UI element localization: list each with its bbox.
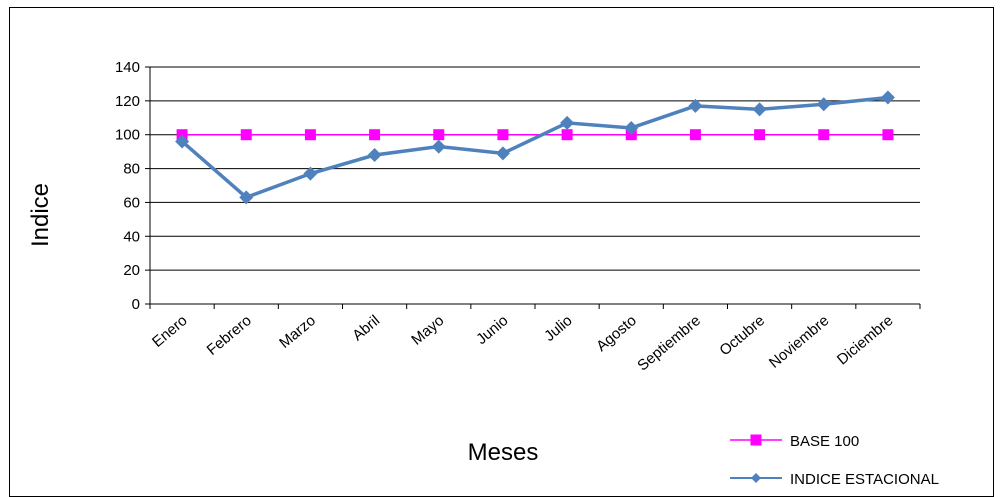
data-point xyxy=(816,97,831,112)
x-tick-label: Octubre xyxy=(716,312,768,359)
x-tick-label: Julio xyxy=(541,312,576,345)
x-tick-label: Marzo xyxy=(276,312,319,352)
data-point xyxy=(431,139,446,154)
data-point xyxy=(880,90,895,105)
data-point xyxy=(433,129,445,141)
legend-label: BASE 100 xyxy=(790,433,859,450)
data-point xyxy=(367,148,382,163)
x-tick-label: Noviembre xyxy=(766,312,832,372)
data-point xyxy=(882,129,894,141)
axes xyxy=(145,66,921,309)
x-tick-label: Febrero xyxy=(204,312,255,359)
data-point xyxy=(689,129,701,141)
legend-marker xyxy=(751,473,761,483)
y-tick-label: 80 xyxy=(123,161,140,178)
x-tick-labels: Enero Febrero Marzo Abril Mayo Junio Julio Agos… xyxy=(149,312,896,374)
legend: BASE 100 INDICE ESTACIONAL xyxy=(730,433,939,488)
data-point xyxy=(497,129,509,141)
legend-item: BASE 100 xyxy=(730,433,859,450)
series-line xyxy=(180,95,889,200)
legend-label: INDICE ESTACIONAL xyxy=(790,471,939,488)
x-tick-label: Agosto xyxy=(593,312,640,355)
y-tick-labels: 0 20 40 60 80 100 120 140 xyxy=(115,59,140,313)
data-point xyxy=(752,102,767,117)
y-tick-label: 40 xyxy=(123,228,140,245)
chart-frame xyxy=(9,7,994,497)
data-point xyxy=(303,166,318,181)
x-tick-label: Septiembre xyxy=(634,312,704,374)
x-axis-title: Meses xyxy=(468,439,539,466)
data-point xyxy=(304,129,316,141)
data-point xyxy=(688,98,703,113)
x-tick-label: Junio xyxy=(473,312,511,348)
data-point xyxy=(239,190,254,205)
legend-marker xyxy=(750,434,762,446)
data-point xyxy=(240,129,252,141)
data-point xyxy=(561,129,573,141)
data-point xyxy=(624,120,639,135)
data-point xyxy=(560,115,575,130)
y-axis-title: Indice xyxy=(27,183,54,247)
data-point xyxy=(495,146,510,161)
y-tick-label: 100 xyxy=(115,127,140,144)
data-point xyxy=(818,129,830,141)
legend-item: INDICE ESTACIONAL xyxy=(730,471,939,488)
y-tick-label: 60 xyxy=(123,194,140,211)
series-group xyxy=(175,90,895,205)
x-tick-label: Abril xyxy=(349,312,383,344)
data-point xyxy=(754,129,766,141)
gridlines xyxy=(150,66,920,271)
data-point xyxy=(175,134,190,149)
y-tick-label: 120 xyxy=(115,93,140,110)
y-tick-label: 20 xyxy=(123,262,140,279)
y-tick-label: 140 xyxy=(115,59,140,76)
x-tick-label: Mayo xyxy=(408,312,447,349)
y-tick-label: 0 xyxy=(132,296,140,313)
series-indice-estacional xyxy=(175,90,895,205)
data-point xyxy=(369,129,381,141)
x-tick-label: Enero xyxy=(149,312,191,351)
x-tick-label: Diciembre xyxy=(834,312,897,368)
